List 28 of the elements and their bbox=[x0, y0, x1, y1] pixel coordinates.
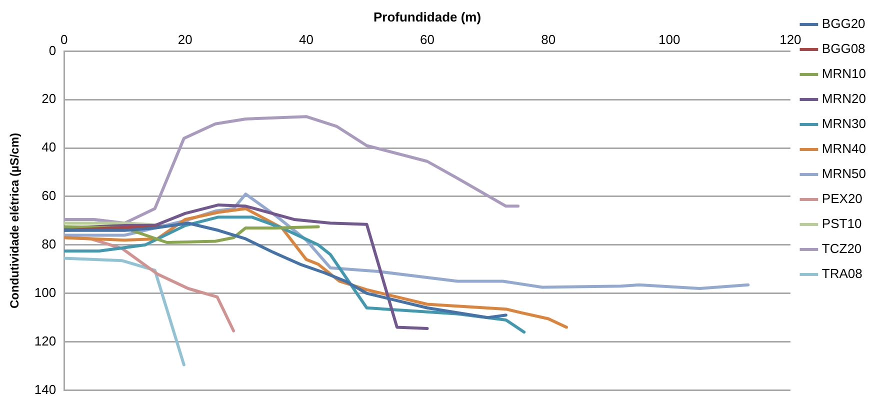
x-tick-label: 60 bbox=[420, 32, 434, 47]
y-axis-title: Condutividade elétrica (µS/cm) bbox=[8, 132, 22, 309]
legend-label: BGG20 bbox=[822, 16, 866, 32]
x-tick-label: 0 bbox=[60, 32, 68, 47]
legend-label: TRA08 bbox=[822, 266, 862, 282]
y-tick-label: 120 bbox=[34, 333, 56, 348]
x-tick-label: 100 bbox=[658, 32, 680, 47]
legend-label: PEX20 bbox=[822, 191, 862, 206]
legend-label: PST10 bbox=[822, 216, 862, 232]
legend-label: MRN50 bbox=[822, 166, 866, 182]
legend-label: MRN10 bbox=[822, 66, 866, 82]
x-tick-label: 80 bbox=[541, 32, 556, 47]
y-tick-label: 80 bbox=[42, 236, 56, 252]
y-tick-label: 0 bbox=[48, 42, 56, 58]
y-tick-label: 60 bbox=[42, 188, 56, 204]
legend-label: MRN20 bbox=[822, 91, 866, 106]
x-tick-label: 120 bbox=[780, 32, 802, 47]
y-tick-label: 40 bbox=[42, 140, 56, 155]
x-tick-label: 40 bbox=[298, 32, 314, 47]
legend-label: BGG08 bbox=[822, 41, 866, 56]
y-tick-label: 20 bbox=[42, 91, 56, 106]
legend-label: TCZ20 bbox=[822, 241, 862, 256]
legend-label: MRN30 bbox=[822, 116, 866, 132]
y-tick-label: 100 bbox=[34, 284, 56, 300]
y-tick-label: 140 bbox=[34, 382, 56, 397]
legend-label: MRN40 bbox=[822, 141, 866, 156]
x-axis-title: Profundidade (m) bbox=[373, 9, 482, 24]
x-tick-label: 20 bbox=[178, 32, 192, 47]
